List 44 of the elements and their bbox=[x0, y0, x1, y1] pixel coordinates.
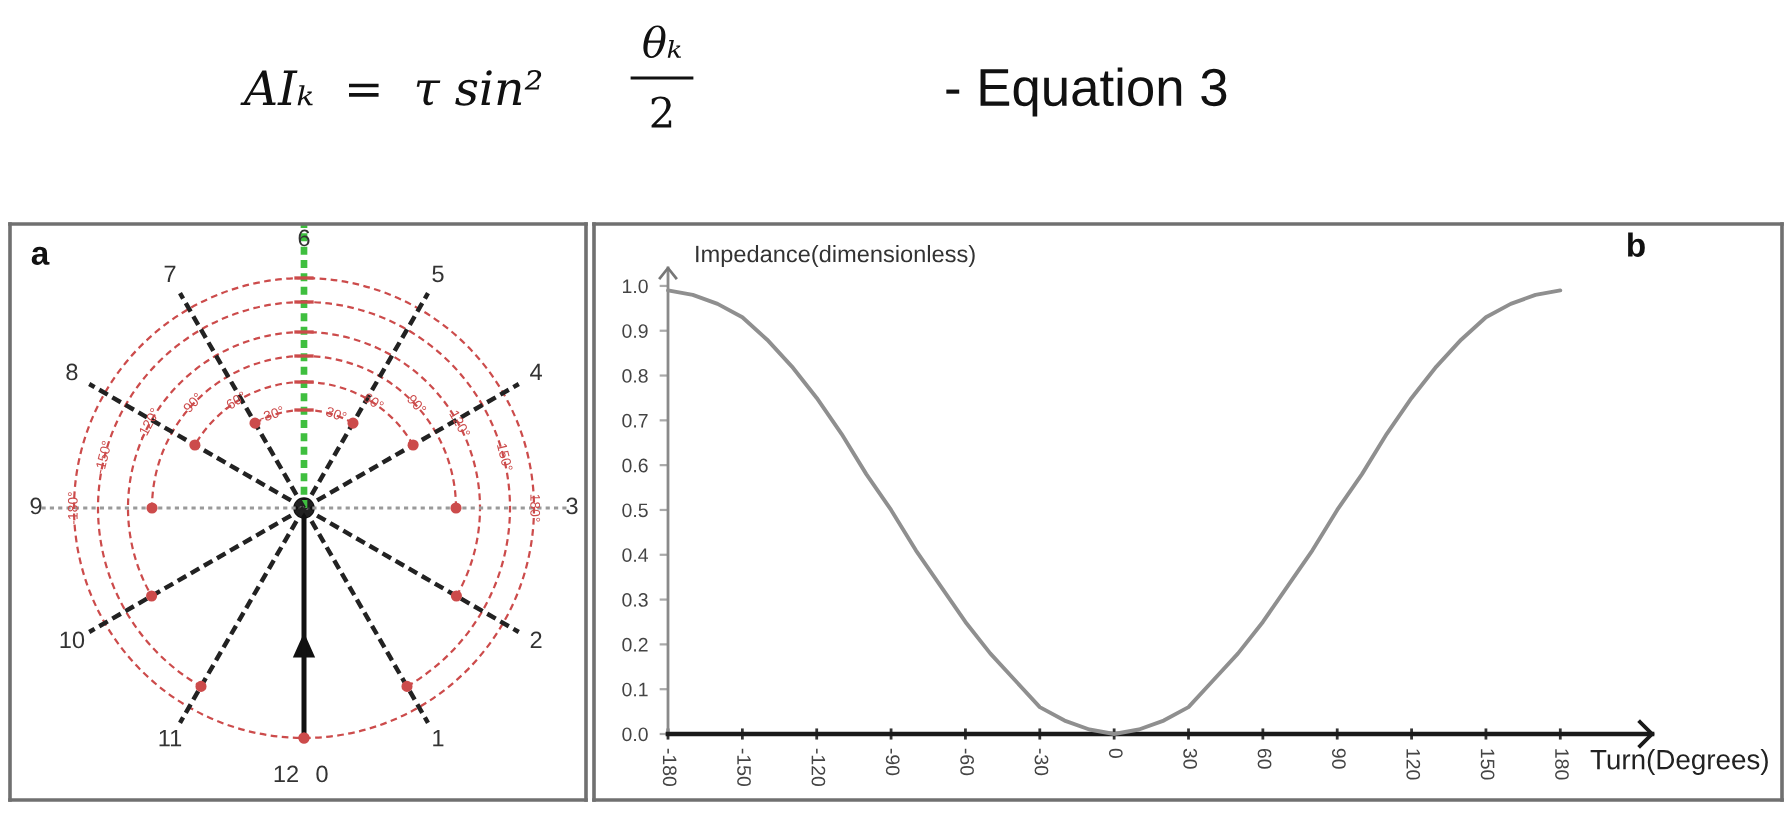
y-tick-label: 0.2 bbox=[622, 637, 648, 652]
x-tick-label: -180 bbox=[662, 748, 677, 787]
x-tick-label: 60 bbox=[1257, 748, 1272, 769]
chart-title: b bbox=[1628, 232, 1645, 257]
y-tick-label: 0.7 bbox=[622, 413, 648, 428]
category-label: 2 bbox=[530, 631, 542, 649]
category-label: 10 bbox=[60, 631, 85, 649]
y-tick-label: 0.5 bbox=[622, 503, 648, 518]
x-tick-label: -30 bbox=[1034, 748, 1049, 776]
x-tick-label: 150 bbox=[1480, 749, 1495, 780]
category-label: 8 bbox=[66, 363, 78, 381]
y-tick-label: 0.0 bbox=[622, 727, 648, 742]
x-tick-label: -60 bbox=[960, 748, 974, 776]
text: θₖ bbox=[643, 25, 682, 58]
x-tick-label: -120 bbox=[811, 748, 826, 787]
x-tick-label: -150 bbox=[737, 748, 751, 787]
category-label: 11 bbox=[159, 729, 182, 747]
x-tick-label: 90 bbox=[1332, 748, 1346, 769]
y-tick-label: 0.8 bbox=[622, 369, 648, 383]
x-tick-label: 0 bbox=[1108, 748, 1123, 758]
category-label: 1 bbox=[433, 729, 444, 747]
y-axis-title: Impedance(dimensionless) bbox=[696, 245, 975, 267]
y-tick-label: 0.1 bbox=[622, 682, 648, 697]
x-tick-label: 180 bbox=[1555, 749, 1569, 780]
category-label: 7 bbox=[164, 265, 176, 283]
category-label: 9 bbox=[30, 497, 42, 515]
category-label: 6 bbox=[298, 229, 310, 247]
y-tick-label: 0.3 bbox=[622, 593, 648, 607]
x-tick-label: 120 bbox=[1406, 749, 1421, 780]
y-tick-label: 0.6 bbox=[622, 458, 648, 473]
category-label: 12 bbox=[274, 765, 298, 783]
text: a bbox=[31, 246, 50, 265]
category-label: 4 bbox=[530, 363, 542, 381]
x-tick-label: 30 bbox=[1183, 748, 1198, 769]
text: 2 bbox=[651, 96, 672, 128]
y-tick-label: 1.0 bbox=[623, 279, 648, 294]
text: - Equation 3 bbox=[946, 67, 1227, 117]
text: AIₖ = τ sin² bbox=[240, 69, 542, 106]
y-tick-label: 0.9 bbox=[622, 324, 648, 338]
x-axis-title: Turn(Degrees) bbox=[1590, 749, 1768, 775]
x-tick-label: -90 bbox=[885, 748, 900, 776]
category-label: 3 bbox=[566, 497, 578, 515]
y-tick-label: 0.4 bbox=[622, 548, 648, 563]
category-label: 5 bbox=[432, 265, 444, 283]
